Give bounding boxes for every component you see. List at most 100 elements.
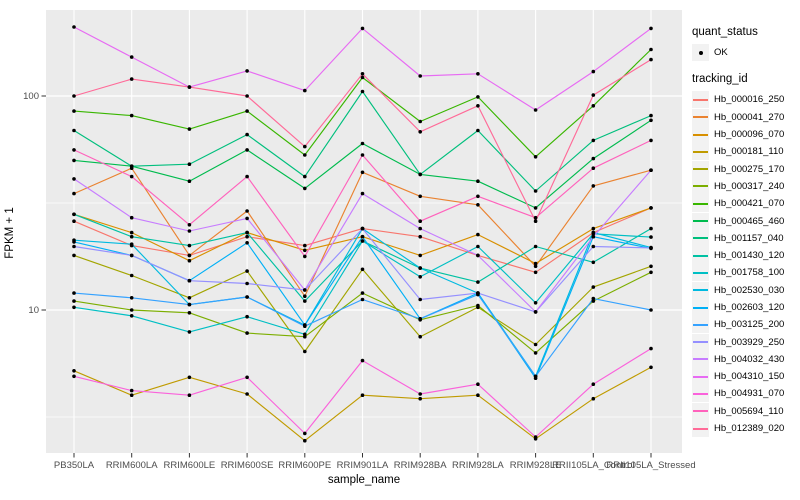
data-point-Hb_001157_040 bbox=[476, 128, 480, 133]
legend-label: Hb_000181_110 bbox=[714, 146, 784, 158]
legend-label: Hb_004032_430 bbox=[714, 353, 785, 365]
data-point-Hb_000317_240 bbox=[591, 299, 596, 303]
legend-item-Hb_004931_070[interactable]: Hb_004931_070 bbox=[692, 385, 798, 403]
data-point-Hb_003125_200 bbox=[591, 296, 596, 301]
data-point-Hb_001430_120 bbox=[303, 299, 307, 303]
legend-key-box bbox=[692, 350, 709, 368]
legend-item-Hb_002530_030[interactable]: Hb_002530_030 bbox=[692, 281, 798, 299]
data-point-Hb_012389_020 bbox=[245, 94, 249, 98]
data-point-Hb_005694_110 bbox=[418, 219, 423, 223]
legend-item-Hb_000181_110[interactable]: Hb_000181_110 bbox=[692, 143, 798, 161]
data-point-Hb_000465_460 bbox=[303, 186, 307, 191]
legend-item-Hb_001758_100[interactable]: Hb_001758_100 bbox=[692, 264, 798, 282]
data-point-Hb_004310_150 bbox=[533, 108, 538, 112]
data-point-Hb_002530_030 bbox=[591, 230, 596, 235]
legend-key-box bbox=[692, 160, 709, 178]
data-point-Hb_004032_430 bbox=[245, 216, 249, 221]
data-point-Hb_012389_020 bbox=[649, 57, 653, 62]
data-point-Hb_001758_100 bbox=[129, 314, 134, 318]
data-point-Hb_000041_270 bbox=[303, 294, 307, 299]
legend-item-Hb_003929_250[interactable]: Hb_003929_250 bbox=[692, 333, 798, 351]
data-point-Hb_000096_070 bbox=[649, 206, 653, 210]
legend-item-Hb_000317_240[interactable]: Hb_000317_240 bbox=[692, 177, 798, 195]
data-point-Hb_000421_070 bbox=[245, 109, 249, 113]
legend-line-swatch bbox=[693, 427, 708, 430]
data-point-Hb_000275_170 bbox=[649, 264, 653, 269]
legend-line-swatch bbox=[693, 306, 708, 309]
data-point-Hb_004931_070 bbox=[129, 388, 134, 393]
data-point-Hb_004931_070 bbox=[245, 375, 249, 380]
legend-item-Hb_003125_200[interactable]: Hb_003125_200 bbox=[692, 316, 798, 334]
data-point-Hb_004032_430 bbox=[591, 234, 596, 239]
data-point-Hb_004931_070 bbox=[72, 374, 76, 379]
data-point-Hb_000096_070 bbox=[187, 258, 192, 263]
legend-item-Hb_012389_020[interactable]: Hb_012389_020 bbox=[692, 420, 798, 438]
legend-line-swatch bbox=[693, 168, 708, 171]
data-point-Hb_000096_070 bbox=[591, 226, 596, 231]
legend-key-box bbox=[692, 91, 709, 109]
data-point-Hb_003125_200 bbox=[360, 297, 365, 302]
legend-key-box bbox=[692, 264, 709, 282]
data-point-Hb_004931_070 bbox=[533, 435, 538, 439]
data-point-Hb_000096_070 bbox=[476, 232, 480, 237]
data-point-Hb_003125_200 bbox=[303, 324, 307, 329]
legend-item-Hb_000016_250[interactable]: Hb_000016_250 bbox=[692, 91, 798, 109]
data-point-Hb_004931_070 bbox=[649, 346, 653, 351]
legend-item-Hb_001430_120[interactable]: Hb_001430_120 bbox=[692, 247, 798, 265]
data-point-Hb_001157_040 bbox=[72, 128, 76, 133]
legend-title-quant-status: quant_status bbox=[692, 26, 758, 38]
legend-line-swatch bbox=[693, 185, 708, 188]
data-point-Hb_000465_460 bbox=[649, 118, 653, 123]
data-point-Hb_000181_110 bbox=[72, 369, 76, 373]
legend-line-swatch bbox=[693, 375, 708, 378]
legend-line-swatch bbox=[693, 116, 708, 119]
legend-item-Hb_004032_430[interactable]: Hb_004032_430 bbox=[692, 350, 798, 368]
data-point-Hb_004931_070 bbox=[418, 392, 423, 396]
legend-label: Hb_002603_120 bbox=[714, 302, 785, 313]
data-point-Hb_001758_100 bbox=[360, 239, 365, 243]
legend-label: Hb_005694_110 bbox=[714, 405, 784, 417]
legend-key-box bbox=[692, 402, 709, 420]
data-point-Hb_004310_150 bbox=[591, 69, 596, 74]
legend-line-swatch bbox=[693, 202, 708, 205]
data-point-Hb_001758_100 bbox=[303, 332, 307, 337]
x-tick-label: RRIM901LA bbox=[337, 460, 389, 471]
legend-item-Hb_000275_170[interactable]: Hb_000275_170 bbox=[692, 160, 798, 178]
data-point-Hb_003929_250 bbox=[72, 244, 76, 249]
legend-line-swatch bbox=[693, 289, 708, 292]
data-point-Hb_000096_070 bbox=[418, 253, 423, 258]
data-point-Hb_000421_070 bbox=[649, 47, 653, 52]
data-point-Hb_012389_020 bbox=[418, 130, 423, 134]
data-point-Hb_005694_110 bbox=[245, 174, 249, 179]
data-point-Hb_000181_110 bbox=[591, 396, 596, 401]
legend-item-Hb_004310_150[interactable]: Hb_004310_150 bbox=[692, 368, 798, 386]
legend-line-swatch bbox=[693, 150, 708, 153]
legend-item-Hb_002603_120[interactable]: Hb_002603_120 bbox=[692, 299, 798, 316]
data-point-Hb_000096_070 bbox=[533, 261, 538, 266]
legend-item-Hb_000096_070[interactable]: Hb_000096_070 bbox=[692, 126, 798, 144]
data-point-Hb_000317_240 bbox=[533, 351, 538, 355]
data-point-Hb_001157_040 bbox=[129, 164, 134, 168]
legend-item-Hb_005694_110[interactable]: Hb_005694_110 bbox=[692, 402, 798, 420]
data-point-Hb_004310_150 bbox=[476, 72, 480, 76]
legend-key-box bbox=[692, 143, 709, 161]
data-point-Hb_003929_250 bbox=[591, 244, 596, 249]
data-point-Hb_004032_430 bbox=[649, 168, 653, 172]
data-point-Hb_004931_070 bbox=[591, 382, 596, 387]
legend-item-Hb_001157_040[interactable]: Hb_001157_040 bbox=[692, 229, 798, 247]
data-point-Hb_005694_110 bbox=[649, 138, 653, 143]
data-point-Hb_000181_110 bbox=[187, 375, 192, 380]
data-point-Hb_000317_240 bbox=[129, 308, 134, 312]
data-point-Hb_001430_120 bbox=[129, 234, 134, 239]
data-point-Hb_001758_100 bbox=[187, 330, 192, 334]
data-point-Hb_000181_110 bbox=[245, 392, 249, 396]
legend-item-Hb_000421_070[interactable]: Hb_000421_070 bbox=[692, 195, 798, 213]
data-point-Hb_000041_270 bbox=[245, 209, 249, 213]
legend-item-Hb_000041_270[interactable]: Hb_000041_270 bbox=[692, 108, 798, 126]
legend-item-quant-ok[interactable]: OK bbox=[692, 44, 798, 62]
legend-label: Hb_000421_070 bbox=[714, 198, 785, 210]
data-point-Hb_000465_460 bbox=[245, 148, 249, 152]
legend-item-Hb_000465_460[interactable]: Hb_000465_460 bbox=[692, 212, 798, 230]
x-tick-label: RRII105LA_Control bbox=[552, 460, 634, 471]
x-tick-label: RRIM600PE bbox=[278, 460, 331, 471]
